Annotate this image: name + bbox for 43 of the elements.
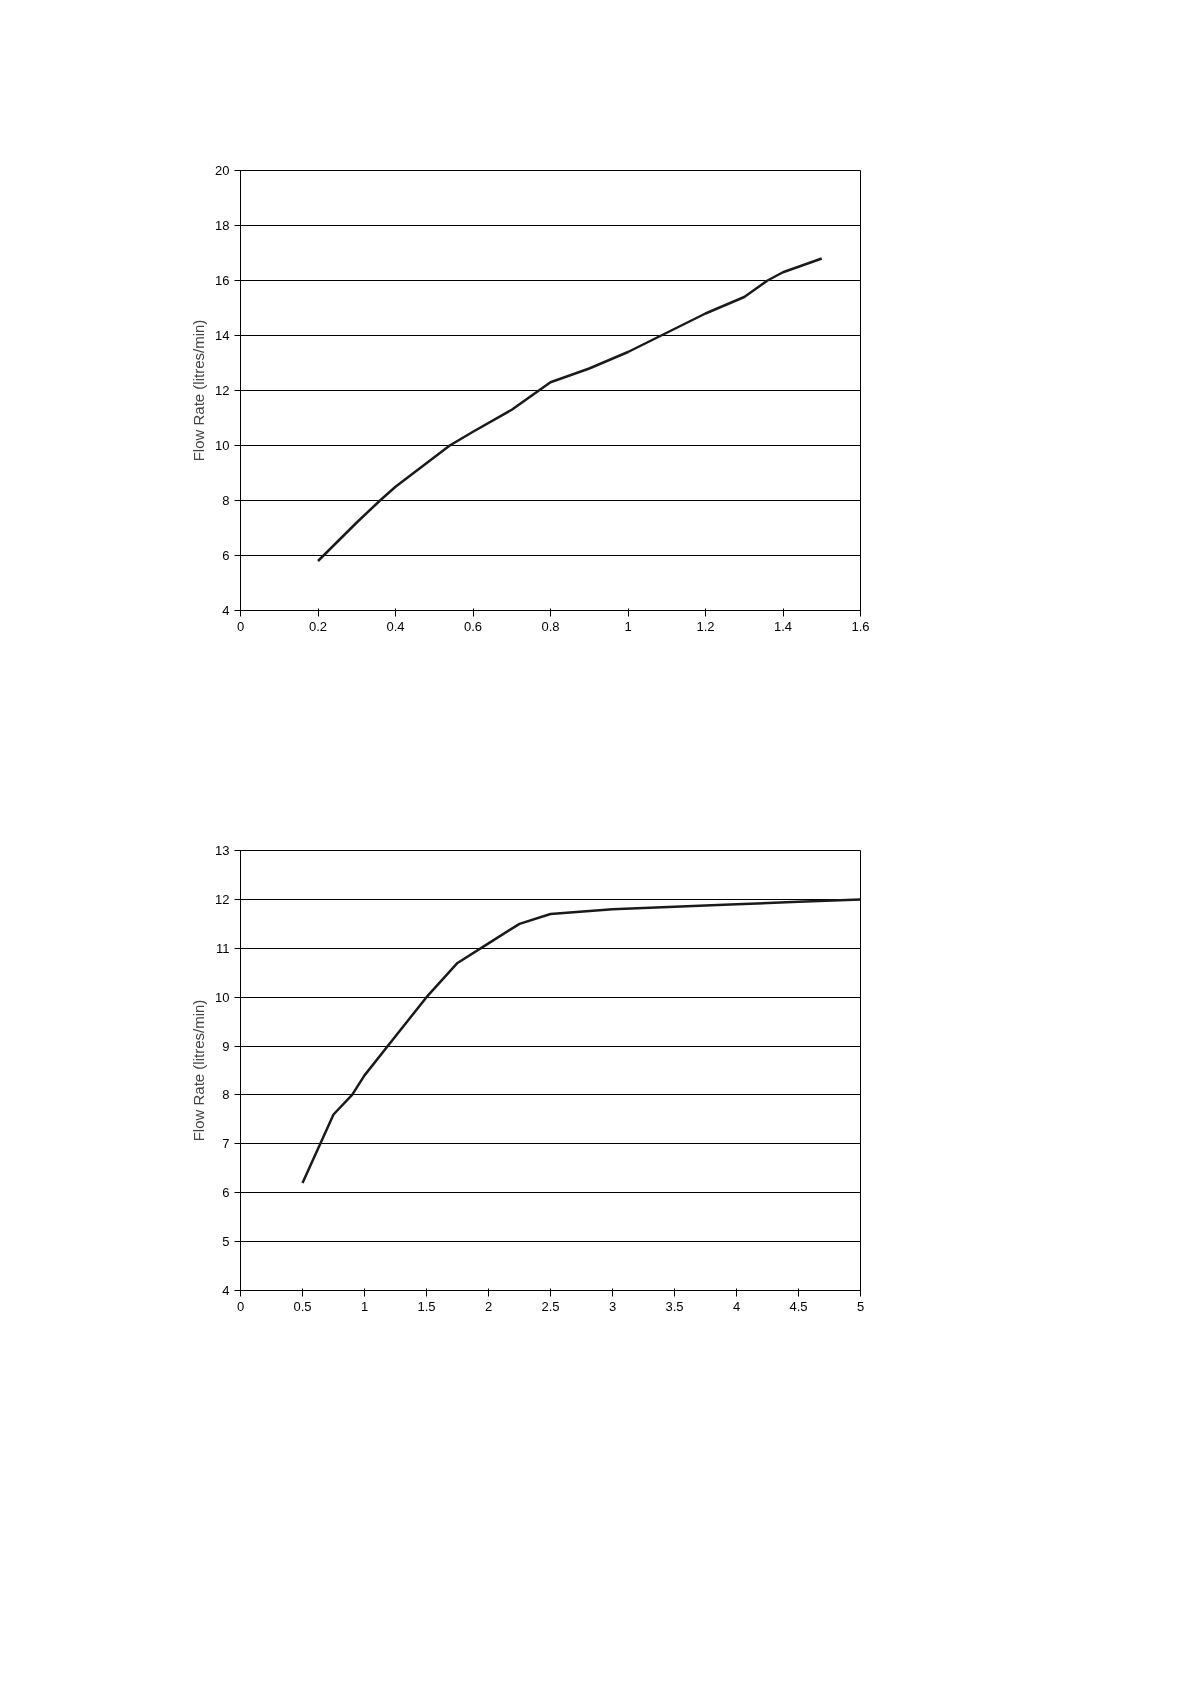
y-tick-label: 4 bbox=[222, 603, 230, 618]
y-tick-label: 10 bbox=[215, 989, 230, 1005]
y-tick-label: 6 bbox=[222, 1185, 230, 1201]
x-tick-label: 1.2 bbox=[696, 618, 715, 634]
x-tick-label: 3.5 bbox=[665, 1298, 684, 1314]
x-tick-label: 1.5 bbox=[417, 1298, 436, 1314]
x-tick-label: 1 bbox=[624, 618, 632, 634]
x-tick-label: 0.4 bbox=[386, 618, 405, 634]
x-tick-label: 5 bbox=[856, 1298, 865, 1314]
line-series bbox=[316, 257, 823, 563]
y-tick-label: 11 bbox=[216, 940, 230, 956]
y-tick-label: 14 bbox=[215, 328, 230, 343]
y-tick-label: 5 bbox=[222, 1234, 230, 1250]
x-tick-label: 0.8 bbox=[541, 618, 560, 634]
y-axis-title: Flow Rate (litres/min) bbox=[190, 319, 208, 462]
y-tick-label: 18 bbox=[215, 218, 230, 233]
x-tick-label: 0.6 bbox=[463, 618, 483, 634]
y-tick-label: 4 bbox=[222, 1283, 230, 1298]
x-tick-label: 2 bbox=[484, 1298, 493, 1314]
y-tick-label: 12 bbox=[215, 383, 230, 398]
x-tick-label: 0.2 bbox=[308, 618, 328, 634]
y-tick-label: 13 bbox=[215, 843, 230, 858]
y-tick-label: 12 bbox=[215, 891, 230, 907]
x-tick-label: 1 bbox=[360, 1298, 369, 1314]
y-tick-label: 10 bbox=[215, 438, 230, 453]
x-tick-label: 3 bbox=[608, 1298, 617, 1314]
x-tick-label: 0.5 bbox=[293, 1298, 312, 1314]
y-axis-title: Flow Rate (litres/min) bbox=[190, 999, 208, 1142]
x-tick-label: 4 bbox=[732, 1298, 741, 1314]
x-tick-label: 2.5 bbox=[541, 1298, 560, 1314]
x-tick-label: 4.5 bbox=[789, 1298, 808, 1314]
y-tick-label: 20 bbox=[215, 163, 230, 178]
y-tick-label: 9 bbox=[222, 1038, 230, 1054]
y-tick-label: 8 bbox=[222, 493, 230, 508]
x-tick-label: 1.4 bbox=[773, 618, 793, 634]
x-tick-label: 0 bbox=[236, 618, 245, 634]
y-tick-label: 7 bbox=[222, 1136, 230, 1152]
y-tick-label: 6 bbox=[222, 548, 230, 563]
line-series bbox=[301, 898, 861, 1185]
y-tick-label: 16 bbox=[215, 273, 230, 288]
x-tick-label: 1.6 bbox=[851, 618, 870, 634]
y-tick-label: 8 bbox=[222, 1087, 230, 1103]
x-tick-label: 0 bbox=[236, 1298, 245, 1314]
